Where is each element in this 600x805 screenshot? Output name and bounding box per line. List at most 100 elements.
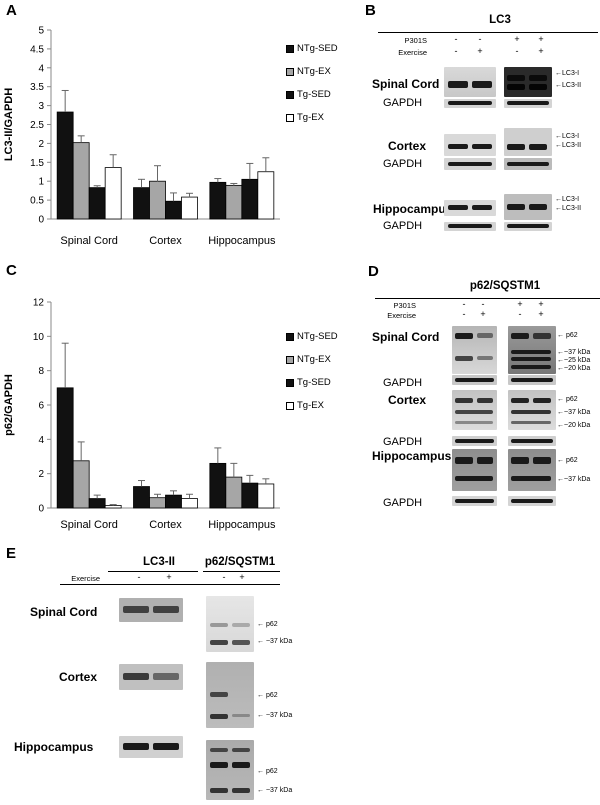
blot-e-p62-label: ← p62 xyxy=(257,621,278,628)
legend-label-tg-sed: Tg-SED xyxy=(297,377,331,388)
blot-e-tissue-hippocampus: Hippocampus xyxy=(14,740,94,754)
blot-d-gapdh-gel xyxy=(452,496,497,506)
blot-d-gel-cortex-ntg xyxy=(452,390,497,430)
category-label: Spinal Cord xyxy=(60,519,117,531)
bar-ntg-ex xyxy=(72,460,90,509)
blot-d-gapdh-label: GAPDH xyxy=(383,497,423,509)
legend-label-ntg-ex: NTg-EX xyxy=(297,66,331,77)
legend-label-tg-sed: Tg-SED xyxy=(297,89,331,100)
blot-band xyxy=(529,204,547,210)
blot-d-gapdh-gel xyxy=(508,375,556,385)
blot-band xyxy=(448,101,492,105)
bar-ntg-ex xyxy=(225,184,243,220)
blot-d-37kda-label: ←~37 kDa xyxy=(557,476,591,483)
blot-d-gapdh-gel xyxy=(508,436,556,446)
bar-tg-ex xyxy=(104,505,122,509)
blot-band xyxy=(455,457,473,464)
bar-tg-ex xyxy=(181,498,198,509)
blot-b-sign: - xyxy=(454,34,458,44)
blot-e-sign: - xyxy=(222,572,226,582)
blot-e-lc3-gel-hippocampus xyxy=(119,736,183,758)
blot-band xyxy=(448,224,492,228)
blot-b-gel-hippocampus-tg xyxy=(504,194,552,220)
bar-tg-sed xyxy=(241,482,259,509)
blot-band xyxy=(507,144,525,150)
blot-e-divider-bottom xyxy=(60,584,280,585)
blot-b-lc3-i-label: ←LC3-I xyxy=(555,70,580,77)
blot-d-sign: + xyxy=(538,299,544,309)
blot-band xyxy=(472,81,492,88)
blot-d-tissue-cortex: Cortex xyxy=(388,393,427,407)
bar-ntg-sed xyxy=(56,111,74,220)
blot-band xyxy=(511,499,553,503)
blot-e-divider-p62 xyxy=(203,571,280,572)
blot-band xyxy=(123,606,149,613)
blot-band xyxy=(477,457,493,464)
blot-band xyxy=(507,75,525,81)
blot-band xyxy=(511,410,551,414)
category-label: Cortex xyxy=(149,519,182,531)
blot-band xyxy=(507,162,549,166)
blot-band xyxy=(232,788,250,793)
legend-swatch-tg-ex xyxy=(286,401,294,410)
blot-b-sign: - xyxy=(515,46,519,56)
blot-band xyxy=(477,356,493,360)
bar-ntg-sed xyxy=(209,181,227,220)
category-label: Cortex xyxy=(149,235,182,247)
legend-a: NTg-SED NTg-EX Tg-SED Tg-EX xyxy=(286,37,338,129)
blot-b-gel-spinal-cord-tg xyxy=(504,67,552,97)
category-label: Spinal Cord xyxy=(60,235,117,247)
blot-b-sign: + xyxy=(477,46,483,56)
blot-b-gapdh-gel xyxy=(444,99,496,108)
blot-d-p301s-label: P301S xyxy=(393,301,416,310)
y-axis-label: LC3-II/GAPDH xyxy=(3,88,15,161)
blot-d-gapdh-gel xyxy=(452,436,497,446)
blot-d-divider xyxy=(375,298,600,299)
panel-letter-d: D xyxy=(368,263,379,280)
blot-d-gel-hippocampus-tg xyxy=(508,449,556,491)
blot-d-20kda-label: ←~20 kDa xyxy=(557,422,591,429)
blot-e-p62-gel-cortex xyxy=(206,662,254,728)
blot-band xyxy=(477,398,493,403)
bar-ntg-sed xyxy=(56,387,74,509)
blot-b-sign: - xyxy=(454,46,458,56)
blot-band xyxy=(511,378,553,382)
blot-band xyxy=(533,457,551,464)
panel-letter-a: A xyxy=(6,2,17,19)
blot-band xyxy=(507,101,549,105)
blot-band xyxy=(455,439,494,443)
chart-c-p62-gapdh: 0 2 4 6 8 10 12 p62/GAPDH Spinal Cord Cortex Hippo… xyxy=(3,298,280,531)
blot-d-25kda-label: ←~25 kDa xyxy=(557,357,591,364)
blot-band xyxy=(507,84,525,90)
blot-b-gapdh-gel xyxy=(504,158,552,170)
y-tick-label: 12 xyxy=(33,298,45,309)
blot-b-gapdh-label: GAPDH xyxy=(383,97,423,109)
blot-band xyxy=(153,743,179,750)
blot-d-20kda-label: ←~20 kDa xyxy=(557,365,591,372)
blot-band xyxy=(123,743,149,750)
y-tick-label: 2.5 xyxy=(30,120,44,131)
blot-b-gel-cortex-tg xyxy=(504,128,552,156)
blot-b-gel-spinal-cord-ntg xyxy=(444,67,496,97)
blot-b-tissue-hippocampus: Hippocampus xyxy=(373,202,453,216)
chart-a-lc3-ii-gapdh: 0 0.5 1 1.5 2 2.5 3 3.5 4 4.5 5 LC3-II/GAPDH Spinal … xyxy=(3,26,280,247)
blot-band xyxy=(472,144,492,149)
blot-band xyxy=(448,144,468,149)
y-tick-label: 0.5 xyxy=(30,196,44,207)
blot-b-gapdh-gel xyxy=(504,222,552,231)
blot-b-sign: + xyxy=(538,34,544,44)
y-tick-label: 0 xyxy=(38,215,44,226)
blot-d-title: p62/SQSTM1 xyxy=(469,280,541,292)
blot-e-tissue-cortex: Cortex xyxy=(59,670,98,684)
blot-band xyxy=(448,162,492,166)
legend-swatch-ntg-sed xyxy=(286,332,294,341)
legend-swatch-tg-sed xyxy=(286,378,294,387)
blot-e-37kda-label: ← ~37 kDa xyxy=(257,787,293,794)
bar-tg-sed xyxy=(165,494,182,509)
blot-band xyxy=(533,398,551,403)
blot-b-gapdh-gel xyxy=(504,99,552,108)
blot-band xyxy=(455,421,493,424)
bar-ntg-ex xyxy=(225,476,243,509)
y-tick-label: 4 xyxy=(38,63,44,74)
legend-c: NTg-SED NTg-EX Tg-SED Tg-EX xyxy=(286,325,338,417)
